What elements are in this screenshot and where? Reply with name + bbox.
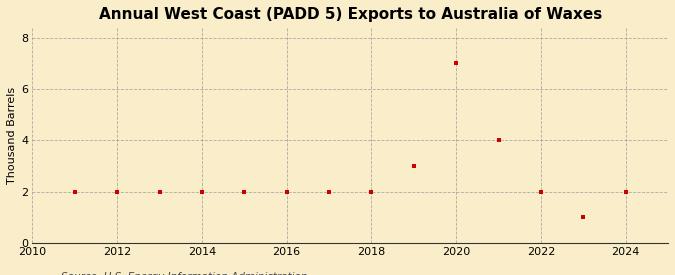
Point: [578, 215, 589, 219]
Point: [281, 189, 292, 194]
Point: [70, 189, 80, 194]
Point: [239, 189, 250, 194]
Point: [535, 189, 546, 194]
Point: [493, 138, 504, 142]
Point: [366, 189, 377, 194]
Title: Annual West Coast (PADD 5) Exports to Australia of Waxes: Annual West Coast (PADD 5) Exports to Au…: [99, 7, 602, 22]
Point: [196, 189, 207, 194]
Point: [154, 189, 165, 194]
Point: [620, 189, 631, 194]
Point: [323, 189, 334, 194]
Point: [408, 164, 419, 168]
Point: [451, 61, 462, 65]
Point: [112, 189, 123, 194]
Y-axis label: Thousand Barrels: Thousand Barrels: [7, 87, 17, 184]
Text: Source: U.S. Energy Information Administration: Source: U.S. Energy Information Administ…: [61, 273, 307, 275]
